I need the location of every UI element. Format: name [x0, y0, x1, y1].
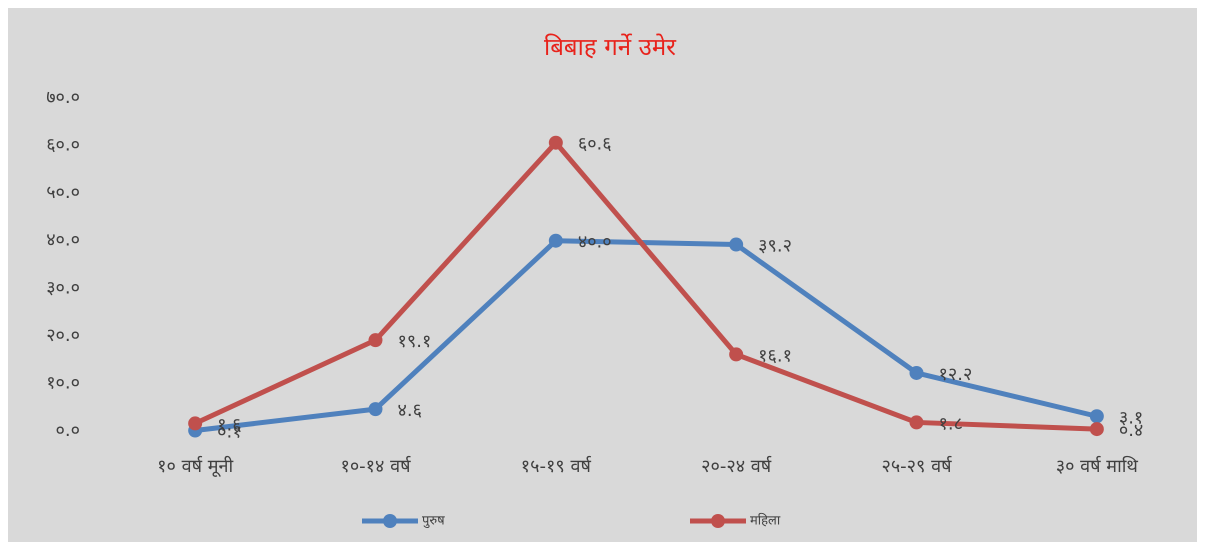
chart-background — [8, 8, 1197, 542]
data-point — [368, 402, 383, 417]
y-tick-label: १०.० — [46, 372, 80, 393]
data-point — [548, 233, 563, 248]
y-tick-label: ७०.० — [46, 87, 80, 108]
legend-label: महिला — [750, 513, 781, 529]
data-label: ४.६ — [398, 400, 422, 421]
series-line — [194, 140, 1097, 432]
y-tick-label: ६०.० — [46, 135, 80, 156]
data-label: १.८ — [939, 413, 963, 434]
data-label: १२.२ — [939, 364, 973, 385]
chart-title: बिबाह गर्ने उमेर — [544, 33, 677, 61]
y-tick-label: ०.० — [56, 420, 80, 441]
data-label: ०.४ — [1119, 420, 1143, 441]
data-label: १६.१ — [758, 345, 792, 366]
data-label: ६०.६ — [578, 134, 612, 155]
data-point — [729, 347, 744, 362]
x-tick-label: १०-१४ वर्ष — [340, 455, 411, 477]
data-point — [368, 333, 383, 348]
x-tick-label: २०-२४ वर्ष — [701, 455, 772, 477]
y-tick-label: ४०.० — [46, 230, 80, 251]
data-point — [729, 237, 744, 252]
y-tick-label: ३०.० — [46, 277, 80, 298]
data-point — [1089, 422, 1104, 437]
data-label: ३.१ — [1119, 407, 1143, 428]
legend-marker — [383, 514, 397, 528]
data-label: १.६ — [217, 414, 241, 435]
series-line — [194, 238, 1098, 434]
y-tick-label: २०.० — [46, 325, 80, 346]
x-tick-label: १५-१९ वर्ष — [521, 455, 592, 477]
x-tick-label: ३० वर्ष माथि — [1056, 455, 1139, 477]
data-label: ४०.० — [578, 232, 612, 253]
data-point — [188, 416, 203, 431]
x-tick-label: २५-२९ वर्ष — [881, 455, 952, 477]
data-label: १९.१ — [398, 331, 432, 352]
data-label: ३९.२ — [758, 236, 792, 257]
data-point — [909, 365, 924, 380]
x-tick-label: १० वर्ष मूनी — [157, 455, 233, 477]
legend-label: पुरुष — [422, 514, 445, 529]
legend-marker — [711, 514, 725, 528]
data-point — [1089, 409, 1104, 424]
data-point — [909, 415, 924, 430]
y-tick-label: ५०.० — [46, 182, 80, 203]
data-label: ०.१ — [217, 422, 241, 443]
data-point — [548, 135, 563, 150]
